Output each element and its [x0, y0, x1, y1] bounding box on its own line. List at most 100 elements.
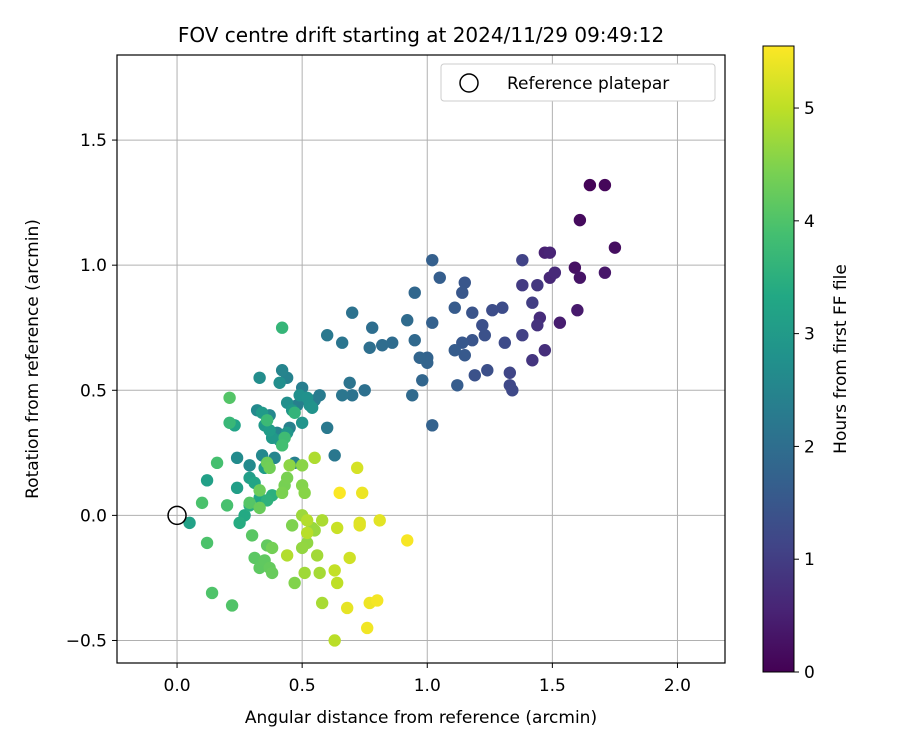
scatter-point: [315, 514, 329, 527]
scatter-point: [253, 371, 266, 384]
scatter-point: [320, 421, 334, 435]
colorbar-label: Hours from first FF file: [831, 264, 851, 454]
scatter-point: [263, 461, 276, 475]
scatter-point: [476, 319, 489, 332]
scatter-point: [456, 286, 469, 299]
scatter-point: [275, 364, 289, 377]
scatter-point: [283, 459, 296, 472]
colorbar-ticks: 0 1 2 3 4 5: [794, 99, 815, 683]
scatter-point: [333, 486, 346, 500]
plot-frame: [116, 54, 726, 664]
y-axis-label: Rotation from reference (arcmin): [23, 219, 43, 499]
scatter-point: [275, 321, 289, 334]
scatter-point: [330, 521, 344, 535]
scatter-point: [230, 451, 244, 465]
scatter-point: [230, 481, 244, 495]
scatter-point: [408, 334, 421, 347]
scatter-point: [223, 391, 236, 404]
scatter-point: [433, 271, 446, 284]
scatter-point: [376, 339, 389, 352]
scatter-point: [608, 241, 622, 254]
scatter-point: [496, 301, 509, 314]
scatter-point: [248, 551, 261, 565]
y-tick-label: 1.0: [80, 256, 107, 276]
scatter-point: [598, 266, 612, 279]
scatter-point: [223, 416, 236, 430]
scatter-point: [598, 178, 612, 192]
scatter-point: [280, 549, 294, 562]
legend-label: Reference platepar: [507, 74, 669, 94]
scatter-point: [458, 276, 471, 289]
scatter-point: [568, 261, 582, 274]
scatter-point: [406, 389, 419, 402]
scatter-point: [313, 566, 326, 580]
scatter-point: [573, 213, 587, 227]
scatter-point: [183, 516, 196, 530]
scatter-point: [275, 439, 289, 452]
scatter-point: [265, 566, 279, 580]
scatter-point: [353, 519, 366, 532]
scatter-points: [183, 178, 622, 647]
scatter-point: [243, 459, 256, 472]
scatter-point: [288, 406, 301, 419]
y-tick-label: 0.5: [80, 381, 107, 401]
legend-box: [440, 63, 716, 102]
legend-marker-icon: [459, 73, 479, 93]
scatter-point: [408, 286, 421, 299]
scatter-point: [543, 246, 557, 259]
scatter-point: [448, 301, 461, 314]
scatter-point: [335, 389, 349, 402]
scatter-point: [426, 419, 439, 432]
y-tick-label: −0.5: [66, 631, 107, 651]
scatter-point: [335, 336, 349, 349]
scatter-point: [401, 314, 414, 327]
colorbar-tick-label: 1: [804, 550, 815, 570]
scatter-point: [245, 529, 259, 542]
scatter-point: [426, 253, 439, 267]
scatter-point: [280, 471, 294, 485]
scatter-point: [373, 514, 386, 527]
scatter-point: [458, 349, 471, 362]
colorbar-tick-label: 4: [804, 212, 815, 232]
scatter-point: [343, 376, 356, 389]
scatter-point: [401, 534, 414, 547]
chart-title: FOV centre drift starting at 2024/11/29 …: [178, 23, 664, 47]
legend: Reference platepar: [440, 63, 716, 102]
scatter-point: [200, 474, 214, 487]
scatter-point: [448, 344, 461, 357]
x-tick-label: 0.5: [289, 676, 316, 696]
scatter-point: [275, 486, 289, 500]
scatter-point: [300, 514, 314, 527]
scatter-point: [298, 486, 311, 500]
scatter-point: [363, 341, 376, 354]
scatter-point: [288, 576, 301, 590]
scatter-point: [573, 271, 587, 284]
scatter-point: [330, 576, 344, 590]
scatter-point: [263, 424, 276, 437]
scatter-point: [506, 384, 519, 397]
scatter-point: [531, 319, 544, 332]
scatter-point: [456, 336, 469, 349]
scatter-point: [526, 296, 539, 309]
colorbar: 0 1 2 3 4 5 Hours from first FF file: [762, 45, 851, 683]
scatter-point: [345, 389, 359, 402]
scatter-point: [486, 304, 499, 317]
scatter-point: [358, 384, 371, 397]
scatter-point: [350, 461, 364, 475]
y-tick-label: 1.5: [80, 131, 107, 151]
scatter-point: [308, 451, 321, 465]
scatter-point: [328, 449, 341, 462]
reference-platepar-marker: [167, 505, 187, 526]
scatter-point: [416, 374, 429, 387]
scatter-point: [571, 304, 584, 317]
scatter-point: [315, 596, 329, 610]
scatter-point: [478, 329, 492, 342]
scatter-point: [366, 321, 379, 334]
scatter-point: [285, 519, 299, 532]
x-axis-label: Angular distance from reference (arcmin): [245, 708, 597, 728]
scatter-point: [328, 634, 341, 647]
scatter-point: [516, 278, 529, 292]
scatter-point: [298, 566, 311, 580]
scatter-point: [553, 316, 567, 329]
x-axis-ticks: 0.0 0.5 1.0 1.5 2.0: [164, 663, 691, 696]
